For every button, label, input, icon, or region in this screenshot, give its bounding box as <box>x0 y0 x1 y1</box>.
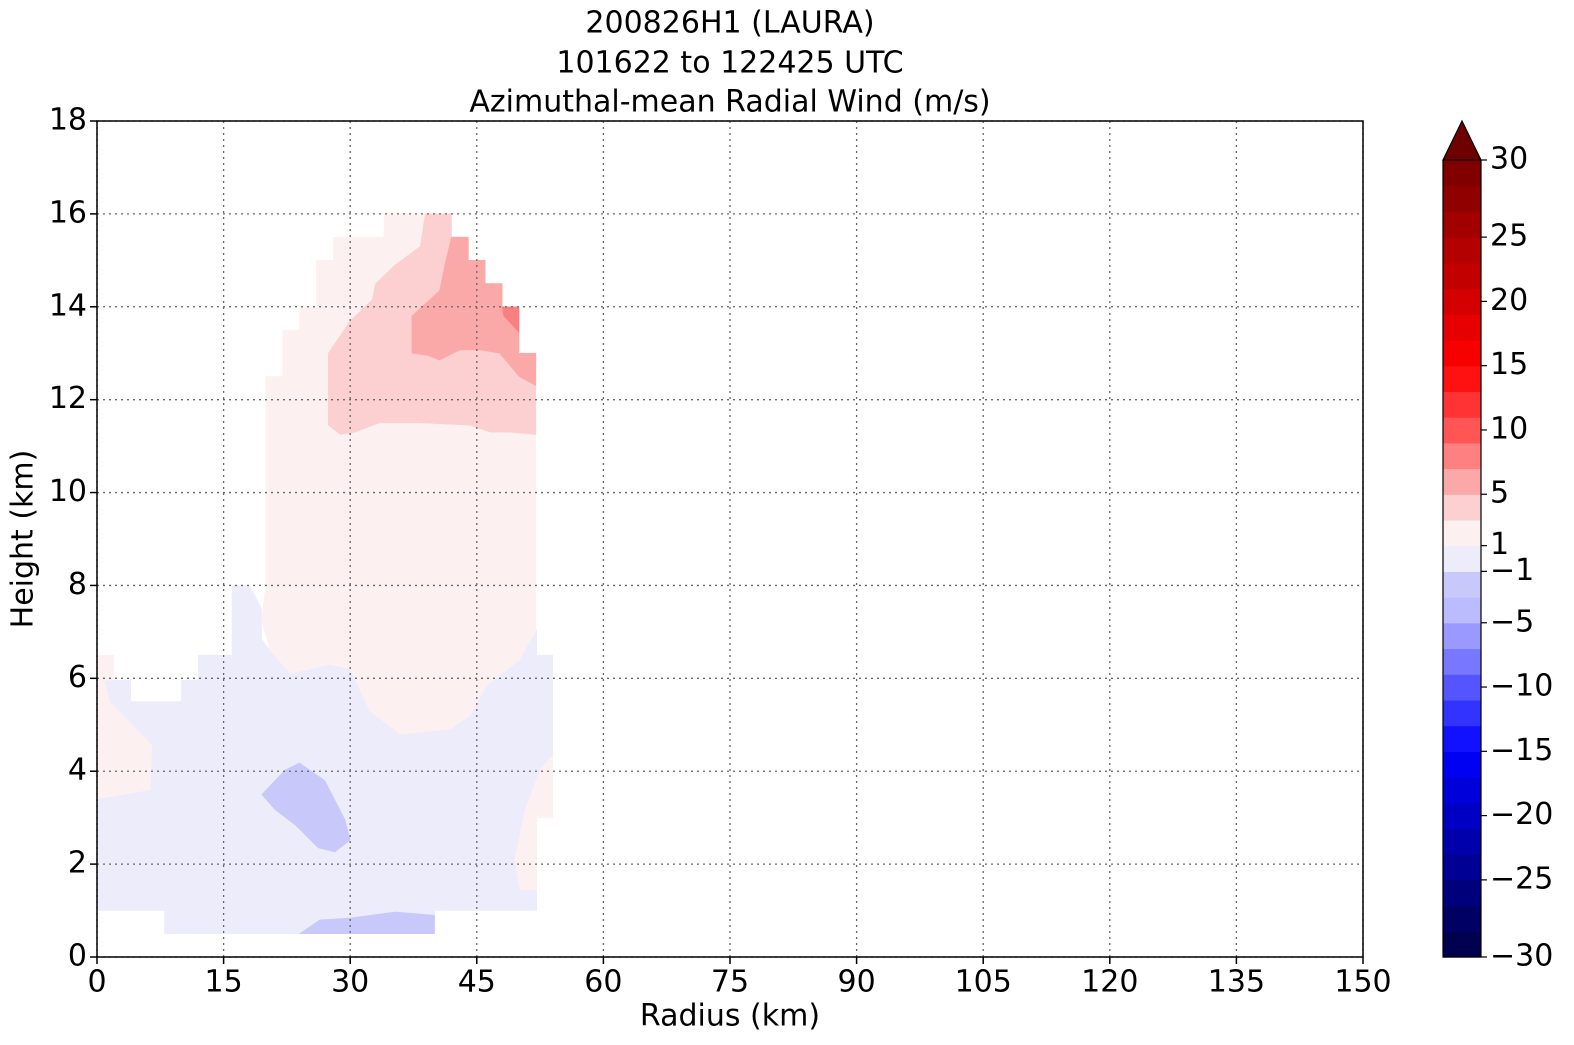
colorbar-segment <box>1443 545 1481 572</box>
y-tick-label: 18 <box>49 103 87 138</box>
colorbar-tick-label: 1 <box>1490 527 1509 562</box>
colorbar-segment <box>1443 160 1481 187</box>
colorbar-tick-label: −15 <box>1490 733 1553 768</box>
colorbar-tick-label: 5 <box>1490 476 1509 511</box>
contour-region <box>261 762 351 853</box>
x-tick-label: 120 <box>1081 965 1138 1000</box>
x-tick-label: 45 <box>458 965 496 1000</box>
title-line: 101622 to 122425 UTC <box>556 46 903 81</box>
x-tick-label: 90 <box>838 965 876 1000</box>
colorbar-segment <box>1443 905 1481 932</box>
colorbar-segment <box>1443 725 1481 752</box>
colorbar-segment <box>1443 365 1481 392</box>
y-tick-label: 12 <box>49 381 87 416</box>
colorbar-segment <box>1443 237 1481 264</box>
x-tick-label: 150 <box>1334 965 1391 1000</box>
contour-region <box>514 754 554 891</box>
x-tick-label: 60 <box>584 965 622 1000</box>
colorbar-segment <box>1443 879 1481 907</box>
colorbar-segment <box>1443 777 1481 804</box>
contour-region <box>298 911 435 935</box>
colorbar-segment <box>1443 339 1481 367</box>
y-tick-label: 14 <box>49 288 87 323</box>
colorbar-tick-label: −30 <box>1490 939 1553 974</box>
colorbar-segment <box>1443 674 1481 701</box>
colorbar-tick-label: 20 <box>1490 283 1528 318</box>
colorbar-tick-label: 30 <box>1490 142 1528 177</box>
colorbar-tick-label: −10 <box>1490 669 1553 704</box>
x-tick-label: 105 <box>955 965 1012 1000</box>
x-tick-label: 30 <box>331 965 369 1000</box>
colorbar-segment <box>1443 699 1481 727</box>
colorbar-segment <box>1443 262 1481 290</box>
colorbar-segment <box>1443 519 1481 547</box>
y-tick-label: 16 <box>49 195 87 230</box>
title-line: Azimuthal-mean Radial Wind (m/s) <box>469 85 990 120</box>
colorbar-segment <box>1443 622 1481 650</box>
title-line: 200826H1 (LAURA) <box>585 6 874 41</box>
colorbar-segment <box>1443 828 1481 855</box>
colorbar-segment <box>1443 571 1481 598</box>
colorbar-segment <box>1443 211 1481 238</box>
y-tick-label: 8 <box>68 567 87 602</box>
y-axis-label: Height (km) <box>6 450 41 629</box>
colorbar-segment <box>1443 417 1481 444</box>
colorbar-segment <box>1443 391 1481 418</box>
colorbar-tick-label: 10 <box>1490 411 1528 446</box>
contour-region <box>96 654 153 800</box>
colorbar-tick-label: 25 <box>1490 219 1528 254</box>
plot-frame <box>96 120 1364 958</box>
colorbar-segment <box>1443 802 1481 830</box>
colorbar-segment <box>1443 854 1481 881</box>
y-tick-label: 6 <box>68 660 87 695</box>
colorbar-extend <box>1442 119 1482 161</box>
colorbar-segment <box>1443 314 1481 341</box>
colorbar-tick-label: −5 <box>1490 604 1534 639</box>
colorbar-segment <box>1443 494 1481 521</box>
contour-region <box>501 306 520 333</box>
colorbar-frame <box>1442 160 1482 958</box>
colorbar-segment <box>1443 751 1481 778</box>
colorbar-segment <box>1443 648 1481 675</box>
colorbar-segment <box>1443 931 1481 958</box>
colorbar-tick-label: 15 <box>1490 347 1528 382</box>
colorbar-segment <box>1443 288 1481 315</box>
y-tick-label: 2 <box>68 846 87 881</box>
x-tick-label: 135 <box>1208 965 1265 1000</box>
colorbar-segment <box>1443 442 1481 470</box>
colorbar-tick-label: −25 <box>1490 861 1553 896</box>
colorbar-segment <box>1443 468 1481 495</box>
x-tick-label: 75 <box>711 965 749 1000</box>
colorbar-segment <box>1443 185 1481 213</box>
colorbar-tick-label: −1 <box>1490 553 1534 588</box>
x-tick-label: 15 <box>205 965 243 1000</box>
x-tick-label: 0 <box>87 965 106 1000</box>
colorbar-tick-label: −20 <box>1490 797 1553 832</box>
y-tick-label: 10 <box>49 474 87 509</box>
y-tick-label: 4 <box>68 753 87 788</box>
y-tick-label: 0 <box>68 939 87 974</box>
x-axis-label: Radius (km) <box>640 999 820 1034</box>
colorbar-segment <box>1443 597 1481 624</box>
